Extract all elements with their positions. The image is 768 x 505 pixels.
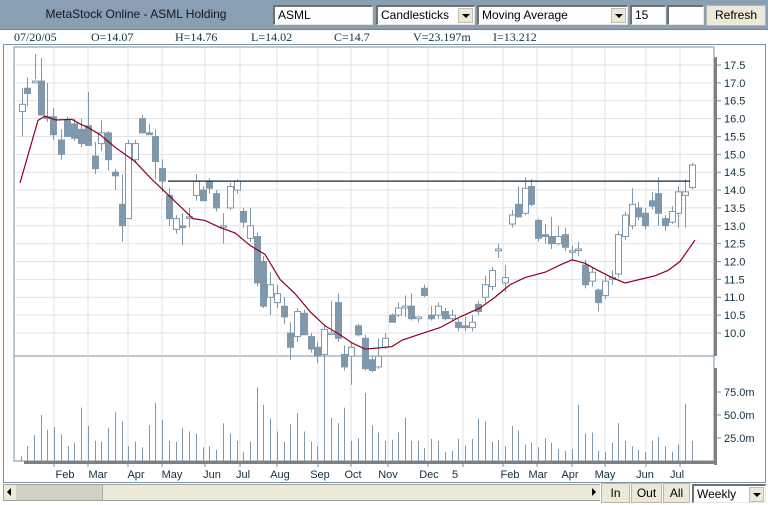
readout-open: O=14.07 xyxy=(91,30,134,44)
zoom-in-button[interactable]: In xyxy=(601,483,630,503)
interval-select[interactable]: Weekly xyxy=(692,484,766,503)
svg-text:Feb: Feb xyxy=(56,469,75,481)
svg-text:Jul: Jul xyxy=(236,469,250,481)
readout-high: H=14.76 xyxy=(175,30,218,44)
svg-text:75.0m: 75.0m xyxy=(724,387,755,399)
svg-text:14.0: 14.0 xyxy=(724,185,745,197)
svg-text:Jul: Jul xyxy=(670,469,684,481)
svg-text:14.5: 14.5 xyxy=(724,167,745,179)
svg-text:5: 5 xyxy=(452,469,458,481)
scroll-track-left[interactable] xyxy=(16,485,102,500)
app-title: MetaStock Online - ASML Holding xyxy=(45,7,227,21)
ohlc-readout: 07/20/05 O=14.07 H=14.76 L=14.02 C=14.7 … xyxy=(0,29,768,44)
indicator-select[interactable]: Moving Average xyxy=(477,5,628,25)
zoom-out-button[interactable]: Out xyxy=(631,483,662,503)
svg-text:Feb: Feb xyxy=(501,469,520,481)
readout-date: 07/20/05 xyxy=(14,30,57,44)
zoom-all-button[interactable]: All xyxy=(663,483,690,503)
svg-text:May: May xyxy=(595,469,616,481)
svg-text:Jun: Jun xyxy=(203,469,221,481)
toolbar: MetaStock Online - ASML Holding ASML Can… xyxy=(0,0,768,30)
svg-text:12.5: 12.5 xyxy=(724,239,745,251)
grid-lines xyxy=(13,46,717,467)
svg-text:15.5: 15.5 xyxy=(724,131,745,143)
svg-text:Aug: Aug xyxy=(270,469,290,481)
horizontal-scrollbar[interactable] xyxy=(3,484,600,501)
svg-text:Oct: Oct xyxy=(344,469,361,481)
indicator-value: Moving Average xyxy=(482,8,568,22)
svg-text:Dec: Dec xyxy=(419,469,439,481)
chart-style-value: Candlesticks xyxy=(381,8,450,22)
readout-low: L=14.02 xyxy=(251,30,293,44)
extra-param-input[interactable] xyxy=(667,5,704,25)
svg-text:Jun: Jun xyxy=(636,469,654,481)
svg-text:13.0: 13.0 xyxy=(724,221,745,233)
svg-text:15.0: 15.0 xyxy=(724,149,745,161)
volume-axis: 25.0m 50.0m 75.0m xyxy=(717,387,755,445)
chart-panel xyxy=(3,44,766,483)
chart-style-select[interactable]: Candlesticks xyxy=(376,5,475,25)
chevron-down-icon[interactable] xyxy=(611,8,626,23)
svg-text:13.5: 13.5 xyxy=(724,203,745,215)
svg-text:10.5: 10.5 xyxy=(724,310,745,322)
readout-indicator: I=13.212 xyxy=(493,30,537,44)
svg-text:Nov: Nov xyxy=(378,469,398,481)
svg-text:Mar: Mar xyxy=(529,469,548,481)
svg-text:11.0: 11.0 xyxy=(724,292,745,304)
svg-text:25.0m: 25.0m xyxy=(724,433,755,445)
svg-text:17.0: 17.0 xyxy=(724,78,745,90)
svg-text:12.0: 12.0 xyxy=(724,257,745,269)
scroll-right-icon[interactable] xyxy=(588,485,600,500)
svg-text:May: May xyxy=(162,469,183,481)
svg-text:Mar: Mar xyxy=(89,469,108,481)
chevron-down-icon[interactable] xyxy=(458,8,473,23)
svg-text:50.0m: 50.0m xyxy=(724,410,755,422)
svg-text:Apr: Apr xyxy=(127,469,144,481)
readout-close: C=14.7 xyxy=(334,30,370,44)
scroll-thumb[interactable] xyxy=(102,485,589,500)
volume-bars xyxy=(21,369,693,461)
overlay-lines xyxy=(19,115,696,350)
svg-text:Sep: Sep xyxy=(310,469,330,481)
refresh-button[interactable]: Refresh xyxy=(706,5,766,26)
svg-text:16.0: 16.0 xyxy=(724,114,745,126)
svg-text:16.5: 16.5 xyxy=(724,96,745,108)
svg-text:17.5: 17.5 xyxy=(724,60,745,72)
svg-text:10.0: 10.0 xyxy=(724,328,745,340)
candlesticks xyxy=(19,54,696,385)
scroll-left-icon[interactable] xyxy=(4,485,16,500)
readout-volume: V=23.197m xyxy=(413,30,471,44)
chevron-down-icon[interactable] xyxy=(749,487,764,502)
period-input[interactable]: 15 xyxy=(630,5,666,25)
symbol-input[interactable]: ASML xyxy=(273,5,373,25)
date-axis: Feb Mar Apr May Jun Jul Aug Sep Oct Nov Dec 5 Feb Mar… xyxy=(56,469,685,481)
price-axis: 10.0 10.5 11.0 11.5 12.0 12.5 13.0 13.5 14.0 14.5… xyxy=(717,60,745,340)
svg-text:11.5: 11.5 xyxy=(724,274,745,286)
svg-text:Apr: Apr xyxy=(561,469,578,481)
interval-value: Weekly xyxy=(697,487,737,501)
